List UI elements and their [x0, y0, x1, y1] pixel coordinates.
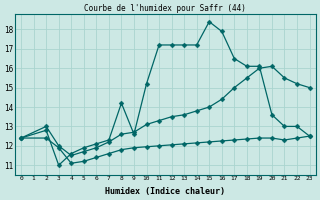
X-axis label: Humidex (Indice chaleur): Humidex (Indice chaleur) — [105, 187, 225, 196]
Title: Courbe de l'humidex pour Saffr (44): Courbe de l'humidex pour Saffr (44) — [84, 4, 246, 13]
